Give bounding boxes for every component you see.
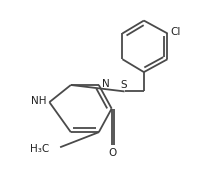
Text: S: S (120, 80, 127, 90)
Text: O: O (109, 148, 117, 158)
Text: H₃C: H₃C (30, 144, 49, 154)
Text: Cl: Cl (171, 27, 181, 37)
Text: N: N (102, 79, 110, 89)
Text: NH: NH (31, 96, 46, 106)
